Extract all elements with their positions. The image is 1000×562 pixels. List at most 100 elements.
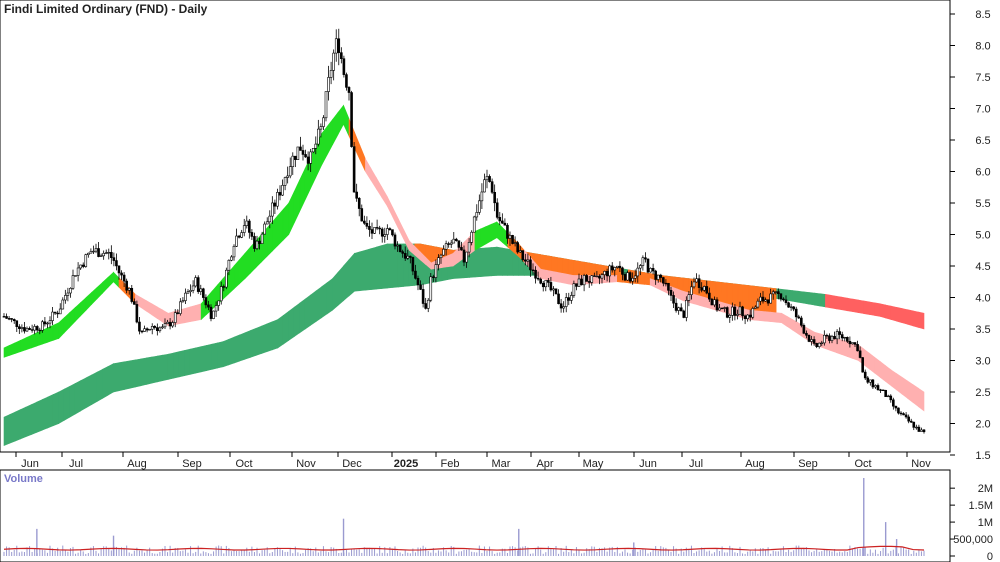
short-ema-segment (195, 303, 202, 321)
candle-body (110, 252, 113, 258)
candle-body (145, 328, 149, 331)
candle-body (64, 295, 67, 301)
candle-body (401, 251, 404, 254)
long-ema-segment (321, 282, 328, 319)
candle-body (667, 282, 670, 291)
long-ema-segment (825, 293, 832, 309)
candle-body (544, 280, 548, 288)
long-ema-segment (381, 243, 388, 289)
candle-body (79, 264, 82, 269)
candle-body (787, 302, 790, 308)
long-ema-segment (146, 356, 153, 385)
candle-body (909, 420, 913, 423)
candle-body (122, 274, 126, 282)
long-ema-segment (14, 409, 21, 442)
candle-body (207, 304, 210, 308)
long-ema-segment (3, 414, 10, 446)
candle-body (715, 299, 719, 311)
candle-body (43, 321, 47, 325)
candle-body (490, 181, 494, 193)
short-ema-segment (282, 202, 290, 241)
candle-body (447, 243, 450, 245)
candle-body (559, 303, 563, 309)
candle-body (577, 278, 581, 287)
long-ema-segment (885, 304, 892, 320)
long-ema-segment (74, 380, 81, 415)
candle-body (708, 292, 711, 300)
long-ema-segment (107, 363, 114, 396)
candle-body (138, 321, 141, 332)
candle-body (25, 328, 29, 332)
crossover-zone-segment (732, 283, 739, 308)
long-ema-segment (124, 360, 131, 390)
long-ema-segment (129, 359, 136, 389)
candle-body (460, 247, 463, 251)
volume-tick-label: 500,000 (953, 534, 993, 546)
candle-body (442, 248, 445, 256)
candle-body (754, 306, 757, 309)
candle-body (892, 399, 895, 407)
candle-body (777, 291, 780, 295)
long-ema-segment (266, 321, 273, 353)
long-ema-segment (80, 377, 87, 412)
candle-body (692, 281, 696, 288)
long-ema-segment (135, 358, 142, 388)
candle-body (807, 334, 811, 342)
candle-body (856, 344, 859, 352)
candle-body (526, 259, 530, 262)
candle-body (291, 155, 295, 167)
candle-body (621, 267, 624, 275)
candle-body (143, 328, 146, 332)
candle-body (830, 336, 834, 341)
short-ema-segment (912, 384, 919, 408)
candle-body (600, 274, 604, 279)
candle-body (843, 337, 847, 339)
candle-body (212, 310, 215, 319)
candle-body (158, 327, 162, 332)
candle-body (672, 295, 675, 304)
candle-body (662, 277, 665, 284)
candle-body (518, 250, 522, 253)
candle-body (219, 286, 223, 302)
candle-body (171, 322, 174, 327)
candle-body (771, 291, 775, 295)
short-ema-segment (638, 277, 646, 285)
long-ema-segment (819, 293, 826, 308)
long-ema-segment (359, 249, 366, 292)
long-ema-segment (918, 311, 925, 330)
candle-body (483, 179, 486, 193)
candle-body (835, 331, 839, 340)
candle-body (314, 143, 318, 149)
long-ema-segment (195, 346, 202, 374)
volume-tick-label: 1M (978, 517, 993, 529)
candle-body (161, 326, 164, 329)
long-ema-segment (808, 292, 815, 306)
short-ema-segment (491, 221, 498, 242)
candle-body (166, 321, 169, 324)
short-ema-segment (753, 310, 761, 321)
candle-body (319, 126, 323, 130)
long-ema-segment (343, 258, 350, 302)
candle-body (904, 414, 908, 418)
long-ema-segment (403, 243, 410, 287)
candle-body (828, 335, 831, 341)
candle-body (360, 208, 364, 222)
long-ema-segment (485, 247, 492, 277)
candle-body (508, 235, 512, 239)
candle-body (278, 192, 282, 196)
candle-body (572, 283, 576, 296)
candle-body (403, 253, 407, 259)
candle-body (733, 306, 737, 316)
candle-body (357, 197, 361, 209)
candle-body (682, 310, 686, 318)
candle-body (922, 429, 926, 433)
long-ema-segment (491, 246, 498, 277)
candle-body (230, 256, 233, 261)
short-ema-segment (841, 339, 848, 357)
candle-body (434, 264, 438, 278)
candle-body (736, 313, 739, 316)
candle-body (478, 200, 481, 213)
candle-body (557, 293, 560, 304)
candle-body (306, 156, 310, 164)
